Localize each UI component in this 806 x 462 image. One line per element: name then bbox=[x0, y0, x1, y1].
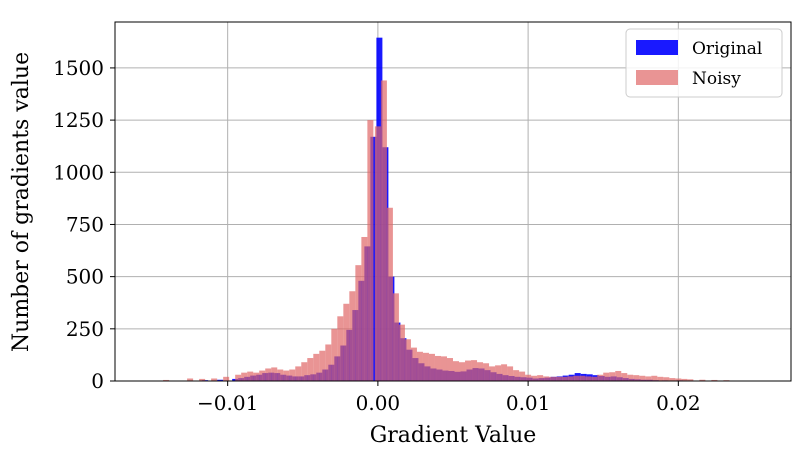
histogram-bar-noisy bbox=[489, 366, 495, 381]
histogram-bar-noisy bbox=[387, 208, 393, 381]
legend: Original Noisy bbox=[626, 29, 782, 97]
histogram-bar-noisy bbox=[265, 368, 271, 381]
y-tick-label: 750 bbox=[66, 212, 104, 236]
histogram-bar-noisy bbox=[507, 366, 513, 381]
histogram-bar-noisy bbox=[591, 377, 597, 381]
histogram-bar-noisy bbox=[579, 376, 585, 381]
y-axis-title: Number of gradients value bbox=[9, 52, 34, 352]
y-tick-label: 1250 bbox=[53, 108, 104, 132]
histogram-bar-noisy bbox=[241, 373, 247, 381]
histogram-bar-noisy bbox=[289, 370, 295, 381]
histogram-bar-noisy bbox=[585, 376, 591, 381]
histogram-bar-noisy bbox=[501, 364, 507, 381]
x-tick-label: 0.01 bbox=[506, 391, 551, 415]
histogram-bar-noisy bbox=[337, 316, 343, 381]
histogram-bar-noisy bbox=[393, 293, 399, 381]
y-tick-label: 1500 bbox=[53, 56, 104, 80]
histogram-bar-noisy bbox=[235, 375, 241, 381]
histogram-bar-noisy bbox=[519, 372, 525, 381]
histogram-bar-noisy bbox=[621, 373, 627, 381]
histogram-bar-noisy bbox=[343, 304, 349, 381]
histogram-bar-noisy bbox=[447, 358, 453, 381]
histogram-bar-noisy bbox=[307, 358, 313, 381]
histogram-bar-noisy bbox=[331, 329, 337, 381]
x-tick-label: −0.01 bbox=[197, 391, 258, 415]
histogram-bar-noisy bbox=[277, 370, 283, 381]
histogram-bar-noisy bbox=[361, 237, 367, 381]
y-tick-label: 500 bbox=[66, 265, 104, 289]
histogram-bar-noisy bbox=[405, 339, 411, 381]
histogram-bar-noisy bbox=[549, 377, 555, 381]
histogram-bar-noisy bbox=[597, 375, 603, 381]
histogram-bar-noisy bbox=[567, 376, 573, 381]
histogram-bar-noisy bbox=[465, 361, 471, 381]
histogram-bar-noisy bbox=[349, 291, 355, 381]
histogram-bar-noisy bbox=[301, 362, 307, 381]
histogram-bar-noisy bbox=[513, 370, 519, 381]
histogram-bar-noisy bbox=[627, 375, 633, 381]
histogram-bar-noisy bbox=[525, 375, 531, 381]
histogram-bar-noisy bbox=[657, 377, 663, 381]
histogram-bar-noisy bbox=[223, 377, 229, 381]
histogram-bar-noisy bbox=[411, 348, 417, 381]
histogram-bar-noisy bbox=[441, 356, 447, 381]
y-tick-label: 250 bbox=[66, 317, 104, 341]
x-axis-title: Gradient Value bbox=[370, 423, 537, 448]
histogram-bar-noisy bbox=[271, 367, 277, 381]
histogram-bar-noisy bbox=[573, 376, 579, 381]
y-tick-label: 0 bbox=[91, 369, 104, 393]
histogram-bar-noisy bbox=[253, 373, 259, 381]
histogram-bar-noisy bbox=[399, 325, 405, 381]
histogram-bar-noisy bbox=[319, 351, 325, 381]
histogram-bar-noisy bbox=[423, 353, 429, 381]
histogram-bar-noisy bbox=[471, 360, 477, 381]
histogram-bar-noisy bbox=[435, 356, 441, 381]
histogram-bar-noisy bbox=[537, 375, 543, 381]
legend-swatch-noisy bbox=[636, 70, 678, 85]
histogram-bar-noisy bbox=[645, 376, 651, 381]
histogram-bar-noisy bbox=[495, 365, 501, 381]
histogram-bar-noisy bbox=[555, 377, 561, 381]
histogram-bar-noisy bbox=[283, 371, 289, 381]
histogram-bar-noisy bbox=[417, 352, 423, 381]
histogram-bar-noisy bbox=[651, 376, 657, 381]
histogram-bar-noisy bbox=[325, 344, 331, 381]
histogram-bar-noisy bbox=[477, 362, 483, 381]
legend-label-original: Original bbox=[692, 39, 762, 59]
series-noisy bbox=[163, 80, 729, 381]
histogram-bar-noisy bbox=[543, 376, 549, 381]
legend-swatch-original bbox=[636, 40, 678, 55]
histogram-bar-noisy bbox=[313, 354, 319, 381]
histogram-bar-noisy bbox=[247, 372, 253, 381]
histogram-bar-noisy bbox=[459, 362, 465, 381]
histogram-bar-noisy bbox=[561, 377, 567, 381]
x-tick-label: 0.02 bbox=[656, 391, 701, 415]
histogram-bar-noisy bbox=[603, 373, 609, 381]
histogram-bar-noisy bbox=[355, 265, 361, 381]
y-tick-label: 1000 bbox=[53, 160, 104, 184]
histogram-bar-noisy bbox=[375, 126, 381, 381]
histogram-bar-noisy bbox=[453, 361, 459, 381]
legend-label-noisy: Noisy bbox=[692, 69, 741, 89]
histogram-bar-noisy bbox=[367, 120, 373, 381]
histogram-bar-noisy bbox=[483, 363, 489, 381]
histogram-bar-noisy bbox=[429, 354, 435, 381]
x-tick-label: 0.00 bbox=[356, 391, 401, 415]
histogram-bar-noisy bbox=[615, 371, 621, 381]
histogram-bar-noisy bbox=[663, 377, 669, 381]
histogram-bar-noisy bbox=[633, 375, 639, 381]
histogram-bar-noisy bbox=[381, 80, 387, 381]
histogram-bar-noisy bbox=[639, 376, 645, 381]
histogram-bar-noisy bbox=[295, 366, 301, 381]
histogram-bar-noisy bbox=[531, 376, 537, 381]
histogram-bar-noisy bbox=[259, 371, 265, 381]
histogram-bar-noisy bbox=[609, 372, 615, 381]
